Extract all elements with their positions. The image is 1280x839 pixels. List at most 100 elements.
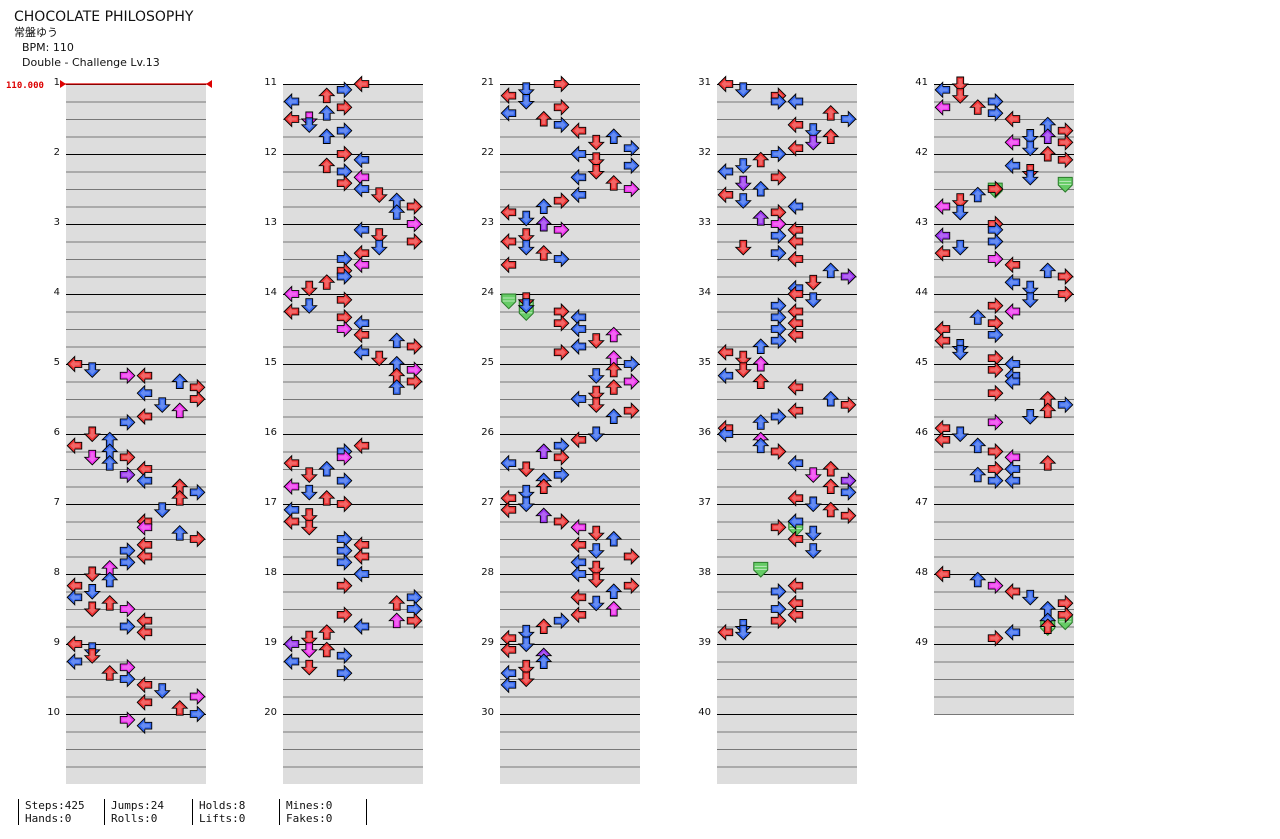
arrow-shine [791, 581, 801, 591]
arrow-shine [791, 493, 801, 503]
beat-band [934, 382, 1074, 399]
stat-lifts: Lifts:0 [199, 812, 246, 825]
up-arrow-icon [605, 326, 623, 343]
down-arrow-icon [804, 123, 822, 139]
left-arrow-icon [787, 530, 804, 548]
arrow-fill [787, 512, 804, 531]
left-arrow-icon [283, 110, 300, 128]
up-arrow-icon [752, 373, 770, 389]
arrow-fill [517, 671, 535, 688]
beat-band [66, 732, 206, 749]
right-arrow-icon [1057, 133, 1074, 151]
down-arrow-icon [587, 426, 605, 443]
right-arrow-icon [336, 122, 353, 140]
beat-band [283, 487, 423, 504]
arrow-fill [570, 122, 587, 140]
up-arrow-icon [752, 338, 770, 354]
arrow-fill [318, 87, 336, 104]
arrow-fill [987, 326, 1004, 344]
arrow-shine [773, 447, 783, 456]
arrow-shine [339, 476, 349, 486]
beat-band [283, 155, 423, 172]
right-arrow-icon [987, 384, 1004, 402]
measure-number: 40 [698, 707, 711, 718]
arrow-fill [83, 601, 101, 618]
beat-band [283, 102, 423, 119]
arrow-fill [119, 600, 136, 618]
left-arrow-icon [717, 186, 734, 204]
arrow-fill [353, 326, 370, 344]
arrow-shine [322, 464, 332, 474]
arrow-shine [791, 330, 801, 340]
arrow-shine [791, 97, 801, 106]
arrow-shine [773, 97, 783, 106]
arrow-fill [189, 390, 206, 408]
down-arrow-icon [587, 543, 605, 559]
beat-band [283, 645, 423, 662]
up-arrow-icon [605, 379, 623, 395]
right-arrow-icon [553, 343, 570, 361]
beat-band [66, 627, 206, 644]
arrow-fill [171, 490, 189, 506]
arrow-shine [521, 464, 531, 474]
beat-band [66, 452, 206, 469]
arrow-fill [283, 110, 300, 128]
measure-number: 6 [54, 427, 60, 438]
measure-number: 13 [264, 217, 277, 228]
arrow-fill [517, 239, 535, 256]
stat-rolls: Rolls:0 [111, 812, 158, 825]
beat-band [717, 137, 857, 154]
arrow-fill [517, 298, 535, 314]
arrow-shine [339, 295, 349, 305]
beat-band [934, 155, 1074, 172]
arrow-fill [605, 408, 623, 424]
arrow-shine [157, 399, 167, 410]
arrow-fill [987, 104, 1004, 122]
arrow-fill [553, 314, 570, 332]
right-arrow-icon [189, 483, 206, 501]
arrow-shine [609, 382, 619, 393]
beat-band [717, 400, 857, 417]
arrow-shine [287, 505, 297, 515]
arrow-fill [353, 221, 370, 239]
arrow-fill [570, 168, 587, 186]
arrow-shine [609, 353, 619, 364]
arrow-fill [734, 82, 752, 98]
right-arrow-icon [987, 361, 1004, 379]
beat-band [934, 102, 1074, 119]
down-arrow-icon [1021, 280, 1039, 297]
beat-band [934, 487, 1074, 504]
right-arrow-icon [189, 687, 206, 706]
arrow-shine [826, 394, 836, 404]
beat-band [934, 522, 1074, 539]
left-arrow-icon [353, 256, 370, 274]
beat-band [283, 750, 423, 767]
arrow-shine [140, 721, 150, 731]
up-arrow-icon [969, 466, 987, 483]
arrow-shine [1043, 266, 1053, 276]
right-arrow-icon [553, 98, 570, 116]
beat-band [283, 330, 423, 347]
up-arrow-icon [969, 186, 987, 203]
arrow-shine [843, 487, 853, 497]
beat-band [66, 155, 206, 172]
arrow-shine [574, 522, 584, 532]
arrow-shine [626, 377, 636, 386]
arrow-fill [987, 232, 1004, 251]
arrow-shine [773, 219, 783, 229]
down-arrow-icon [587, 572, 605, 588]
arrow-shine [591, 370, 601, 381]
arrow-shine [70, 592, 80, 602]
arrow-fill [605, 530, 623, 547]
beat-band [934, 85, 1074, 102]
measure-number: 16 [264, 427, 277, 438]
arrow-fill [553, 75, 570, 93]
beat-band [500, 172, 640, 189]
up-arrow-icon [171, 490, 189, 506]
left-arrow-icon [934, 332, 951, 350]
arrow-shine [339, 452, 349, 462]
arrow-shine [1060, 137, 1070, 147]
arrow-shine [504, 237, 514, 246]
left-arrow-icon [136, 717, 153, 735]
left-arrow-icon [500, 104, 517, 122]
